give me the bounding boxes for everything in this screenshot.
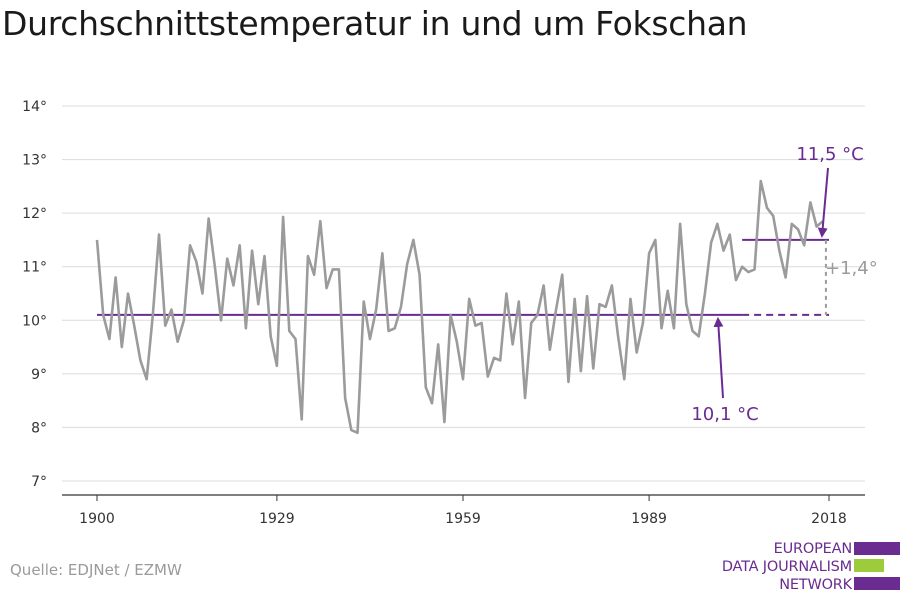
y-tick-label: 8°	[31, 420, 47, 436]
series-line-temperature	[95, 179, 824, 435]
arrow-avg-new	[817, 167, 829, 238]
x-tick-label: 1900	[79, 511, 115, 527]
annotation-avg-old: 10,1 °C	[691, 404, 758, 425]
x-tick-label: 2018	[811, 511, 847, 527]
logo-bar-middle	[854, 559, 884, 572]
chart-title: Durchschnittstemperatur in und um Foksch…	[2, 4, 748, 43]
series-layer	[95, 179, 824, 435]
x-tick-label: 1959	[445, 511, 481, 527]
annotations: 11,5 °C 10,1 °C +1,4°	[691, 144, 877, 425]
y-tick-label: 12°	[22, 206, 47, 222]
x-axis: 1900 1929 1959 1989 2018	[62, 494, 865, 527]
x-tick-label: 1929	[259, 511, 295, 527]
logo-bar-bottom	[854, 577, 900, 590]
source-credit: Quelle: EDJNet / EZMW	[10, 561, 182, 579]
x-tick-label: 1989	[631, 511, 667, 527]
y-tick-label: 7°	[31, 474, 47, 490]
y-axis: 7° 8° 9° 10° 11° 12° 13° 14°	[22, 99, 47, 490]
y-tick-label: 9°	[31, 367, 47, 383]
y-tick-label: 10°	[22, 313, 47, 329]
annotation-avg-new: 11,5 °C	[796, 144, 863, 165]
logo-bar-top	[854, 542, 900, 555]
y-tick-label: 14°	[22, 99, 47, 115]
y-tick-label: 13°	[22, 153, 47, 169]
y-tick-label: 11°	[22, 260, 47, 276]
logo-line-2: DATA JOURNALISM	[721, 559, 852, 575]
edjnet-logo: EUROPEAN DATA JOURNALISM NETWORK	[700, 539, 900, 595]
logo-line-1: EUROPEAN	[773, 541, 853, 557]
annotation-difference: +1,4°	[825, 258, 878, 279]
logo-line-3: NETWORK	[779, 577, 852, 593]
arrow-avg-old	[713, 316, 724, 399]
